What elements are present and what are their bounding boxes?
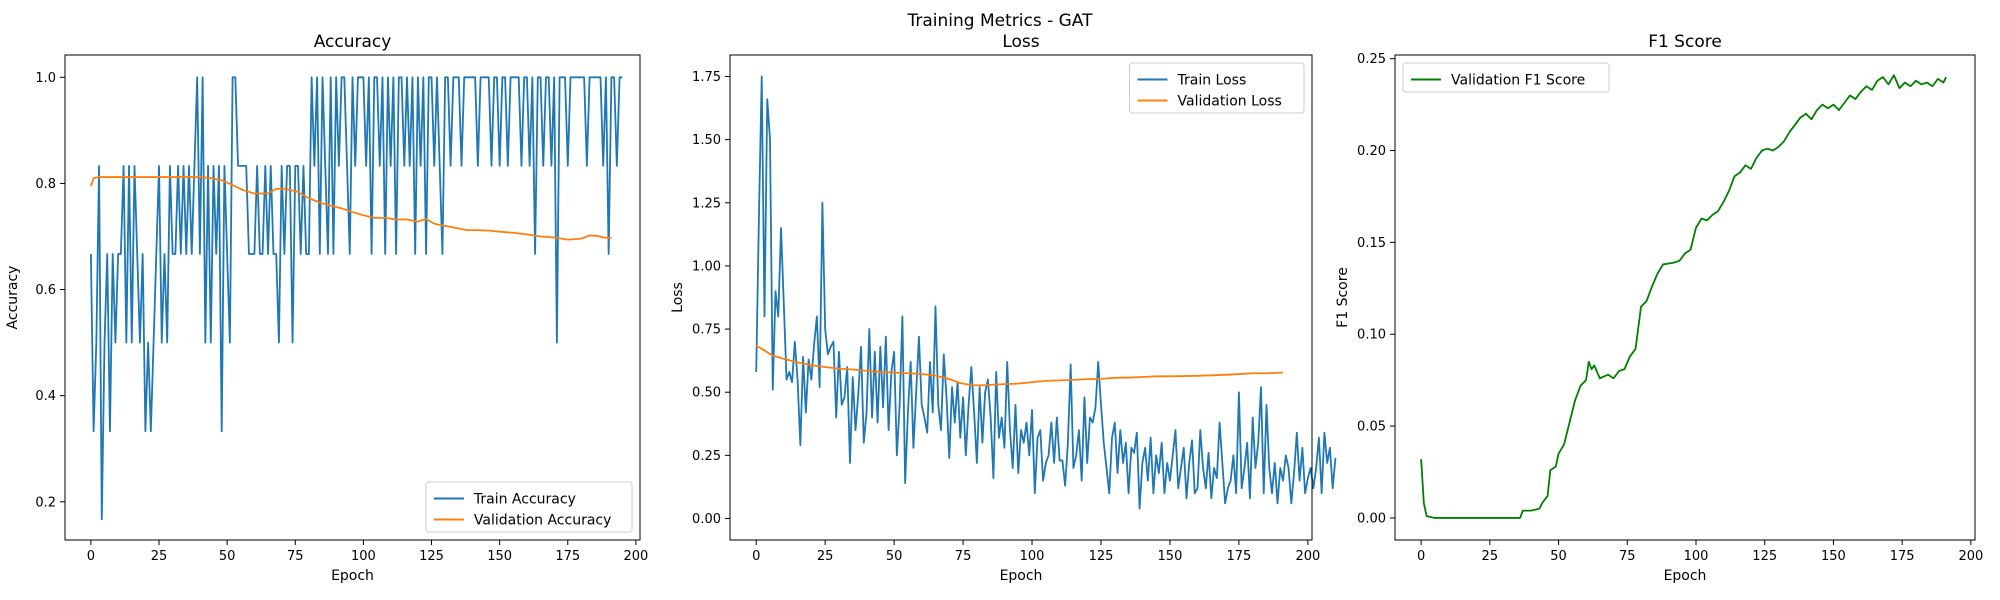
f1-score-chart-title: F1 Score	[1648, 32, 1722, 52]
x-tick-label: 175	[555, 549, 580, 564]
loss-series-group	[755, 75, 1337, 510]
accuracy-legend: Train Accuracy Validation Accuracy	[425, 481, 633, 533]
x-tick-label: 125	[1089, 549, 1114, 564]
y-tick-label: 0.8	[35, 177, 56, 192]
loss-plot-frame	[729, 54, 1313, 541]
x-tick-label: 125	[1752, 549, 1777, 564]
accuracy-plot-frame	[64, 54, 641, 541]
legend-frame	[1129, 62, 1305, 114]
x-tick-label: 25	[151, 549, 168, 564]
legend-label: Validation Accuracy	[474, 513, 612, 529]
y-tick-label: 1.50	[692, 133, 721, 148]
y-tick-label: 0.25	[692, 449, 721, 464]
y-tick-label: 0.4	[35, 389, 56, 404]
x-tick-label: 200	[1958, 549, 1983, 564]
accuracy-chart-title: Accuracy	[314, 32, 392, 52]
x-tick-label: 100	[351, 549, 376, 564]
legend-frame	[1402, 62, 1610, 93]
x-tick-label: 50	[886, 549, 903, 564]
x-tick-label: 200	[1295, 549, 1320, 564]
x-tick-label: 125	[419, 549, 444, 564]
x-tick-label: 75	[1619, 549, 1636, 564]
y-tick-label: 0.2	[35, 495, 56, 510]
legend-frame	[425, 481, 633, 533]
figure-title: Training Metrics - GAT	[907, 11, 1094, 31]
y-tick-label: 0.75	[692, 323, 721, 338]
x-tick-label: 75	[955, 549, 972, 564]
y-tick-label: 1.75	[692, 70, 721, 85]
x-tick-label: 150	[1821, 549, 1846, 564]
accuracy-x-axis-label: Epoch	[331, 568, 374, 584]
x-tick-label: 25	[817, 549, 834, 564]
x-tick-label: 25	[1482, 549, 1499, 564]
accuracy-series-group	[89, 76, 623, 521]
loss-subplot: Loss 0 25 50 75 100 125 150 175 200 0.00 0.25 0.50 0.…	[670, 32, 1337, 584]
y-tick-label: 0.6	[35, 283, 56, 298]
series-line-train-accuracy	[89, 76, 623, 521]
series-line-validation-f1-score	[1420, 74, 1947, 519]
accuracy-subplot: Accuracy 0 25 50 75 100 125 150 175 200 0.2 0.4 0.6 0…	[5, 32, 648, 584]
y-tick-label: 1.00	[692, 259, 721, 274]
y-tick-label: 0.00	[692, 512, 721, 527]
f1-score-plot-frame	[1394, 54, 1976, 541]
f1-score-y-axis-label: F1 Score	[1335, 267, 1351, 328]
f1-score-series-group	[1420, 74, 1947, 519]
x-tick-label: 100	[1684, 549, 1709, 564]
legend-label: Train Accuracy	[473, 492, 576, 508]
series-line-train-loss	[755, 75, 1337, 510]
x-tick-label: 100	[1020, 549, 1045, 564]
y-tick-label: 1.25	[692, 196, 721, 211]
loss-x-axis-label: Epoch	[1000, 568, 1043, 584]
series-line-validation-loss	[755, 344, 1284, 387]
x-tick-label: 0	[87, 549, 95, 564]
y-tick-label: 0.05	[1357, 420, 1386, 435]
f1-score-subplot: F1 Score 0 25 50 75 100 125 150 175 200 0.00 0.05 0.…	[1335, 32, 1983, 584]
x-tick-label: 0	[1417, 549, 1425, 564]
y-tick-label: 0.25	[1357, 52, 1386, 67]
x-tick-label: 150	[1158, 549, 1183, 564]
series-line-validation-accuracy	[90, 176, 612, 241]
y-tick-label: 0.50	[692, 386, 721, 401]
f1-score-legend: Validation F1 Score	[1402, 62, 1610, 93]
y-tick-label: 0.15	[1357, 236, 1386, 251]
legend-label: Validation F1 Score	[1451, 73, 1585, 89]
x-tick-label: 75	[287, 549, 304, 564]
x-tick-label: 175	[1890, 549, 1915, 564]
y-tick-label: 0.00	[1357, 511, 1386, 526]
loss-chart-title: Loss	[1002, 32, 1039, 52]
loss-y-axis-label: Loss	[670, 282, 686, 313]
x-tick-label: 200	[623, 549, 648, 564]
x-tick-label: 175	[1226, 549, 1251, 564]
x-tick-label: 50	[1550, 549, 1567, 564]
f1-score-x-axis-label: Epoch	[1664, 568, 1707, 584]
y-tick-label: 0.20	[1357, 144, 1386, 159]
y-tick-label: 1.0	[35, 71, 56, 86]
y-tick-label: 0.10	[1357, 328, 1386, 343]
x-tick-label: 50	[219, 549, 236, 564]
loss-legend: Train Loss Validation Loss	[1129, 62, 1305, 114]
accuracy-y-axis-label: Accuracy	[5, 266, 21, 330]
legend-label: Train Loss	[1177, 73, 1247, 89]
x-tick-label: 150	[487, 549, 512, 564]
x-tick-label: 0	[752, 549, 760, 564]
legend-label: Validation Loss	[1178, 94, 1282, 110]
